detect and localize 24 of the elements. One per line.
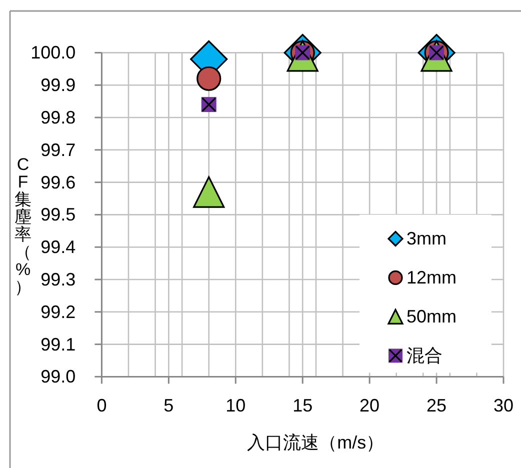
x-tick-label: 0 (96, 396, 107, 416)
x-tick-label: 20 (360, 396, 380, 416)
y-tick-label: 99.8 (40, 108, 76, 128)
legend-label: 混合 (406, 346, 442, 366)
legend-label: 50mm (406, 306, 457, 327)
y-axis-title: CF集塵率（%） (14, 154, 32, 296)
y-tick-label: 99.4 (40, 237, 76, 258)
x-tick-label: 25 (426, 396, 447, 416)
legend-label: 3mm (406, 228, 446, 249)
y-tick-label: 99.9 (40, 75, 76, 96)
y-tick-label: 99.7 (40, 140, 76, 160)
y-tick-label: 99.5 (40, 204, 76, 225)
x-tick-label: 15 (292, 396, 313, 416)
x-tick-label: 10 (226, 396, 246, 416)
y-tick-label: 99.2 (40, 302, 76, 322)
y-tick-label: 99.3 (40, 270, 76, 290)
y-tick-label: 99.0 (40, 366, 76, 387)
y-tick-label: 99.1 (40, 334, 76, 354)
y-tick-label: 100.0 (30, 42, 76, 63)
x-axis-title: 入口流速（m/s） (247, 432, 384, 453)
x-tick-label: 5 (164, 396, 174, 416)
legend-label: 12mm (406, 268, 457, 288)
y-tick-label: 99.6 (40, 172, 76, 192)
x-tick-label: 30 (493, 396, 514, 416)
